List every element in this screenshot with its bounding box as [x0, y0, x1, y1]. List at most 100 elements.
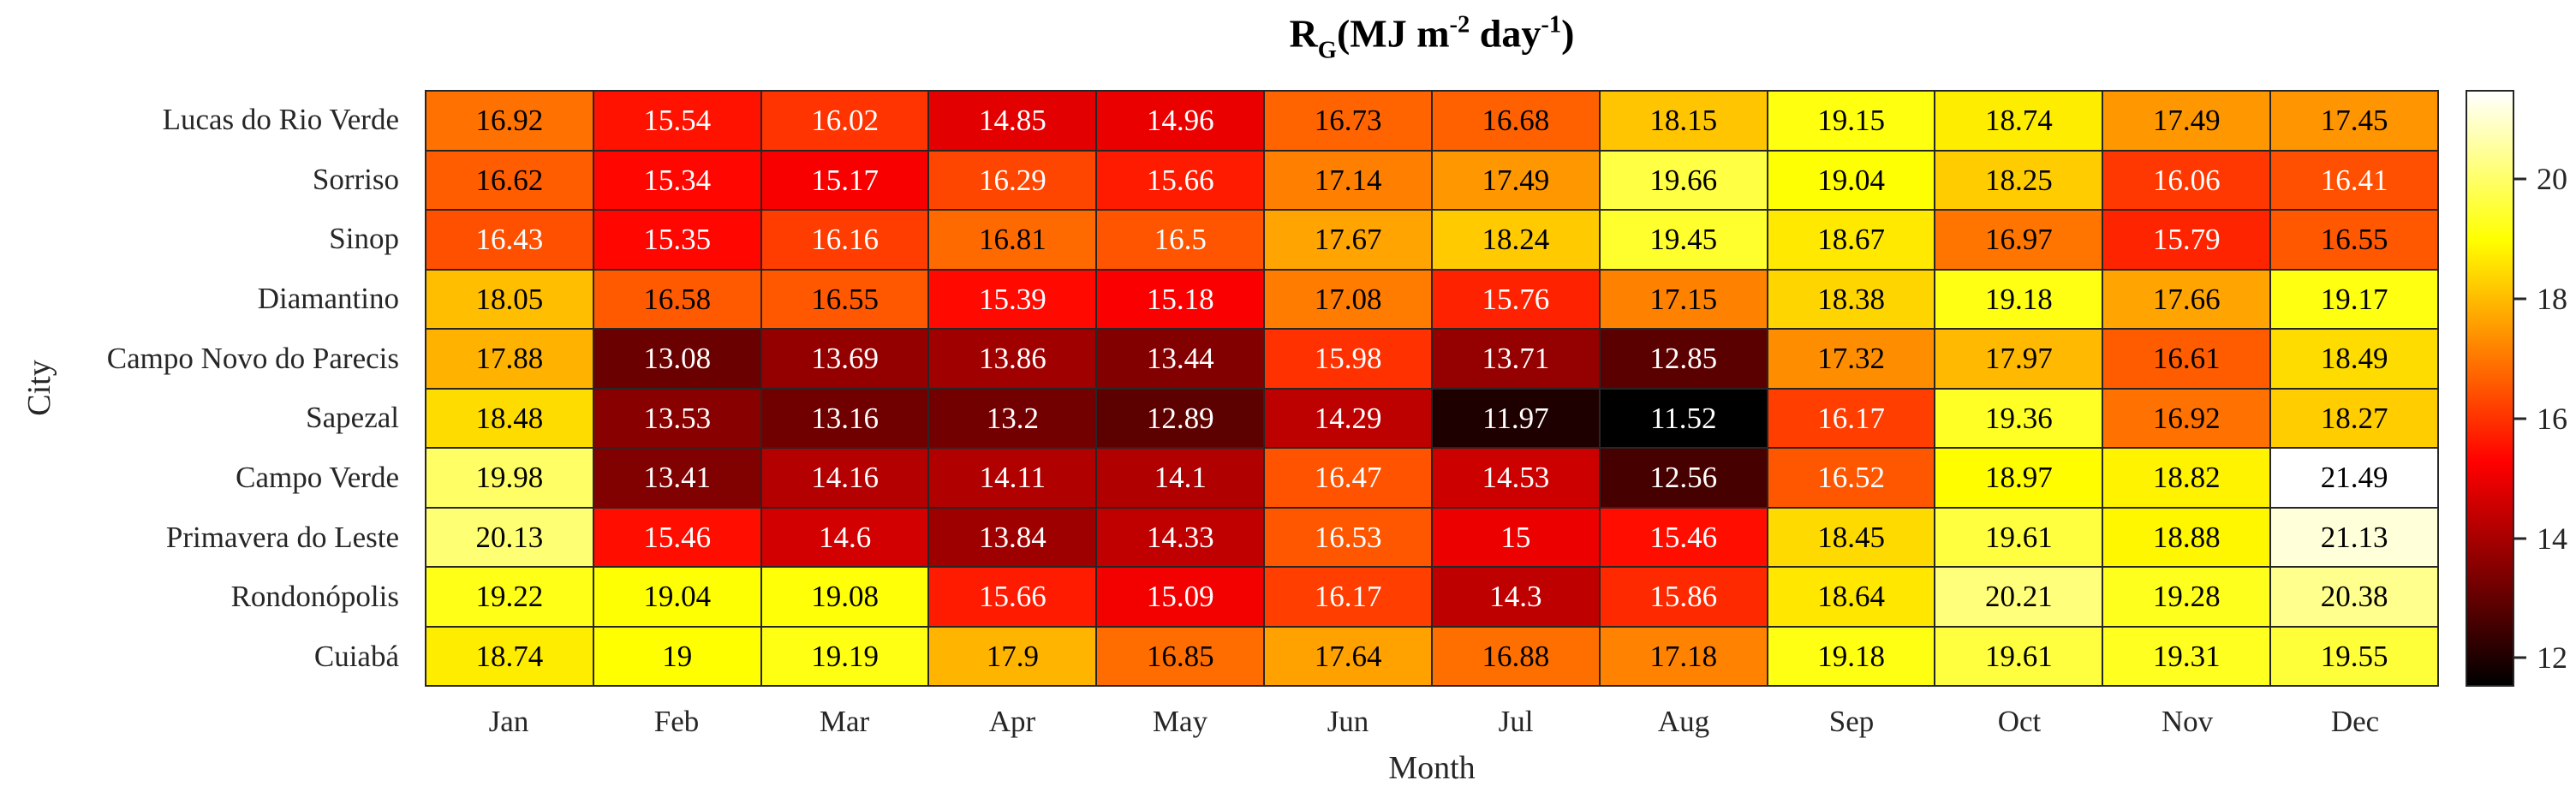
heatmap-cell: 17.15 [1600, 270, 1767, 328]
heatmap-cell: 16.53 [1265, 508, 1431, 566]
heatmap-cell: 16.41 [2271, 151, 2437, 209]
colorbar-tick [2514, 537, 2526, 540]
heatmap-cell: 15.39 [929, 270, 1096, 328]
column-label: Jun [1327, 705, 1369, 738]
column-label: Jul [1498, 705, 1534, 738]
column-label: Jan [488, 705, 529, 738]
heatmap-cell: 18.25 [1935, 151, 2102, 209]
heatmap-cell: 17.49 [1432, 151, 1599, 209]
row-label: Campo Verde [236, 461, 399, 495]
heatmap-grid: 16.92 15.54 16.02 14.85 14.96 16.73 16.68 18.15… [425, 90, 2439, 687]
heatmap-cell: 16.88 [1432, 627, 1599, 685]
heatmap-cell: 15.18 [1097, 270, 1264, 328]
heatmap-cell: 14.85 [929, 92, 1096, 150]
x-axis-label: Month [1388, 750, 1476, 786]
heatmap-cell: 17.32 [1768, 330, 1935, 388]
heatmap-cell: 19.61 [1935, 627, 2102, 685]
colorbar-tick [2514, 656, 2526, 659]
heatmap-cell: 16.92 [2103, 389, 2270, 447]
row-label: Cuiabá [313, 640, 399, 674]
heatmap-cell: 14.11 [929, 449, 1096, 507]
heatmap-cell: 17.49 [2103, 92, 2270, 150]
colorbar [2466, 90, 2514, 687]
heatmap-cell: 18.74 [426, 627, 593, 685]
heatmap-cell: 20.38 [2271, 568, 2437, 626]
row-label: Primavera do Leste [165, 520, 399, 554]
heatmap-cell: 18.74 [1935, 92, 2102, 150]
colorbar-gradient [2467, 92, 2513, 685]
heatmap-cell: 12.85 [1600, 330, 1767, 388]
heatmap-cell: 15.46 [593, 508, 760, 566]
heatmap-cell: 17.9 [929, 627, 1096, 685]
heatmap-cell: 18.48 [426, 389, 593, 447]
chart-title-segment: R [1289, 11, 1318, 56]
heatmap-cell: 18.24 [1432, 211, 1599, 269]
heatmap-cell: 19 [593, 627, 760, 685]
colorbar-tick-label: 12 [2537, 640, 2567, 676]
heatmap-cell: 14.29 [1265, 389, 1431, 447]
column-label: Oct [1997, 705, 2042, 738]
heatmap-cell: 15.34 [593, 151, 760, 209]
colorbar-tick-label: 18 [2537, 281, 2567, 316]
column-label: Nov [2161, 705, 2214, 738]
heatmap-cell: 13.16 [761, 389, 928, 447]
heatmap-cell: 14.1 [1097, 449, 1264, 507]
heatmap-cell: 18.27 [2271, 389, 2437, 447]
heatmap-cell: 13.84 [929, 508, 1096, 566]
colorbar-tick-label: 16 [2537, 401, 2567, 436]
row-label: Sorriso [312, 162, 399, 196]
heatmap-cell: 18.97 [1935, 449, 2102, 507]
heatmap-cell: 19.31 [2103, 627, 2270, 685]
heatmap-cell: 16.61 [2103, 330, 2270, 388]
heatmap-cell: 15.66 [929, 568, 1096, 626]
heatmap-cell: 19.61 [1935, 508, 2102, 566]
row-labels: Lucas do Rio Verde Sorriso Sinop Diamantino… [0, 90, 411, 687]
chart-title-segment: G [1317, 37, 1337, 64]
heatmap-cell: 17.45 [2271, 92, 2437, 150]
chart-title-segment: (MJ m [1336, 11, 1450, 56]
heatmap-cell: 12.89 [1097, 389, 1264, 447]
row-label: Campo Novo do Parecis [106, 341, 399, 375]
heatmap-cell: 15 [1432, 508, 1599, 566]
heatmap-cell: 11.52 [1600, 389, 1767, 447]
heatmap-cell: 17.67 [1265, 211, 1431, 269]
column-label: Dec [2330, 705, 2380, 738]
heatmap-cell: 18.88 [2103, 508, 2270, 566]
heatmap-cell: 14.3 [1432, 568, 1599, 626]
heatmap-cell: 17.88 [426, 330, 593, 388]
heatmap-cell: 16.17 [1768, 389, 1935, 447]
heatmap-cell: 19.04 [1768, 151, 1935, 209]
heatmap-cell: 20.13 [426, 508, 593, 566]
heatmap-cell: 19.45 [1600, 211, 1767, 269]
heatmap-cell: 17.18 [1600, 627, 1767, 685]
heatmap-cell: 18.64 [1768, 568, 1935, 626]
heatmap-cell: 18.45 [1768, 508, 1935, 566]
row-label: Sinop [329, 222, 399, 256]
heatmap-cell: 19.98 [426, 449, 593, 507]
heatmap-cell: 16.02 [761, 92, 928, 150]
colorbar-tick-label: 14 [2537, 521, 2567, 556]
column-label: Feb [653, 705, 700, 738]
heatmap-cell: 16.81 [929, 211, 1096, 269]
column-label: Apr [988, 705, 1036, 738]
chart-title: RG(MJ m-2 day-1) [1290, 11, 1575, 65]
heatmap-cell: 15.86 [1600, 568, 1767, 626]
heatmap-cell: 18.82 [2103, 449, 2270, 507]
colorbar-tick [2514, 177, 2526, 181]
heatmap-cell: 19.18 [1935, 270, 2102, 328]
heatmap-cell: 15.98 [1265, 330, 1431, 388]
heatmap-cell: 18.05 [426, 270, 593, 328]
colorbar-tick [2514, 297, 2526, 301]
heatmap-cell: 21.13 [2271, 508, 2437, 566]
heatmap-cell: 16.47 [1265, 449, 1431, 507]
row-label: Rondonópolis [230, 580, 399, 614]
heatmap-cell: 19.08 [761, 568, 928, 626]
heatmap-cell: 21.49 [2271, 449, 2437, 507]
heatmap-cell: 16.97 [1935, 211, 2102, 269]
chart-title-segment: day [1470, 11, 1541, 56]
heatmap-cell: 18.15 [1600, 92, 1767, 150]
heatmap-cell: 19.19 [761, 627, 928, 685]
heatmap-cell: 17.97 [1935, 330, 2102, 388]
column-label: May [1152, 705, 1208, 738]
heatmap-cell: 16.73 [1265, 92, 1431, 150]
